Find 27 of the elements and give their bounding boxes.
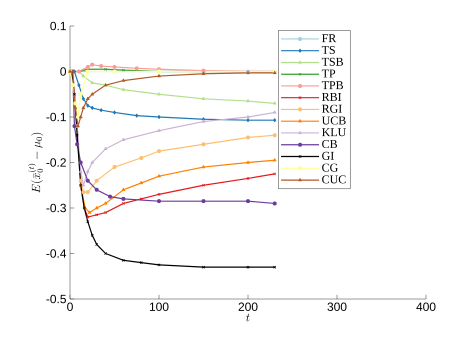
legend-label: FR: [322, 34, 336, 42]
y-tick-label: -0.1: [46, 112, 66, 122]
legend-label: CB: [322, 140, 338, 148]
legend-label: RGI: [322, 104, 342, 113]
legend-label: RBI: [322, 93, 342, 101]
y-axis-title: $E(\bar{x}_0^{(t)}-\mu_0)$: [28, 132, 44, 193]
y-tick-label: -0.4: [46, 249, 66, 258]
legend-label: CUC: [322, 175, 346, 184]
y-tick-label: -0.2: [46, 158, 66, 167]
y-tick-label: 0: [60, 67, 66, 76]
x-tick-label: 200: [238, 302, 258, 311]
x-tick-label: 400: [416, 302, 436, 311]
x-axis-title: $t$: [246, 314, 250, 322]
y-tick-label: 0.1: [50, 22, 66, 30]
legend-label: TPB: [322, 81, 343, 90]
legend-label: TSB: [322, 58, 343, 66]
legend-label: TS: [322, 46, 335, 54]
y-tick-label: -0.3: [46, 204, 66, 212]
legend-label: CG: [322, 164, 338, 172]
legend-label: UCB: [322, 116, 346, 125]
legend-label: GI: [322, 152, 334, 160]
legend-label: KLU: [322, 128, 346, 136]
x-tick-label: 0: [67, 302, 73, 311]
legend-label: TP: [322, 70, 336, 78]
y-tick-label: -0.5: [46, 294, 66, 304]
x-tick-label: 300: [327, 302, 347, 311]
x-tick-label: 100: [150, 302, 169, 311]
